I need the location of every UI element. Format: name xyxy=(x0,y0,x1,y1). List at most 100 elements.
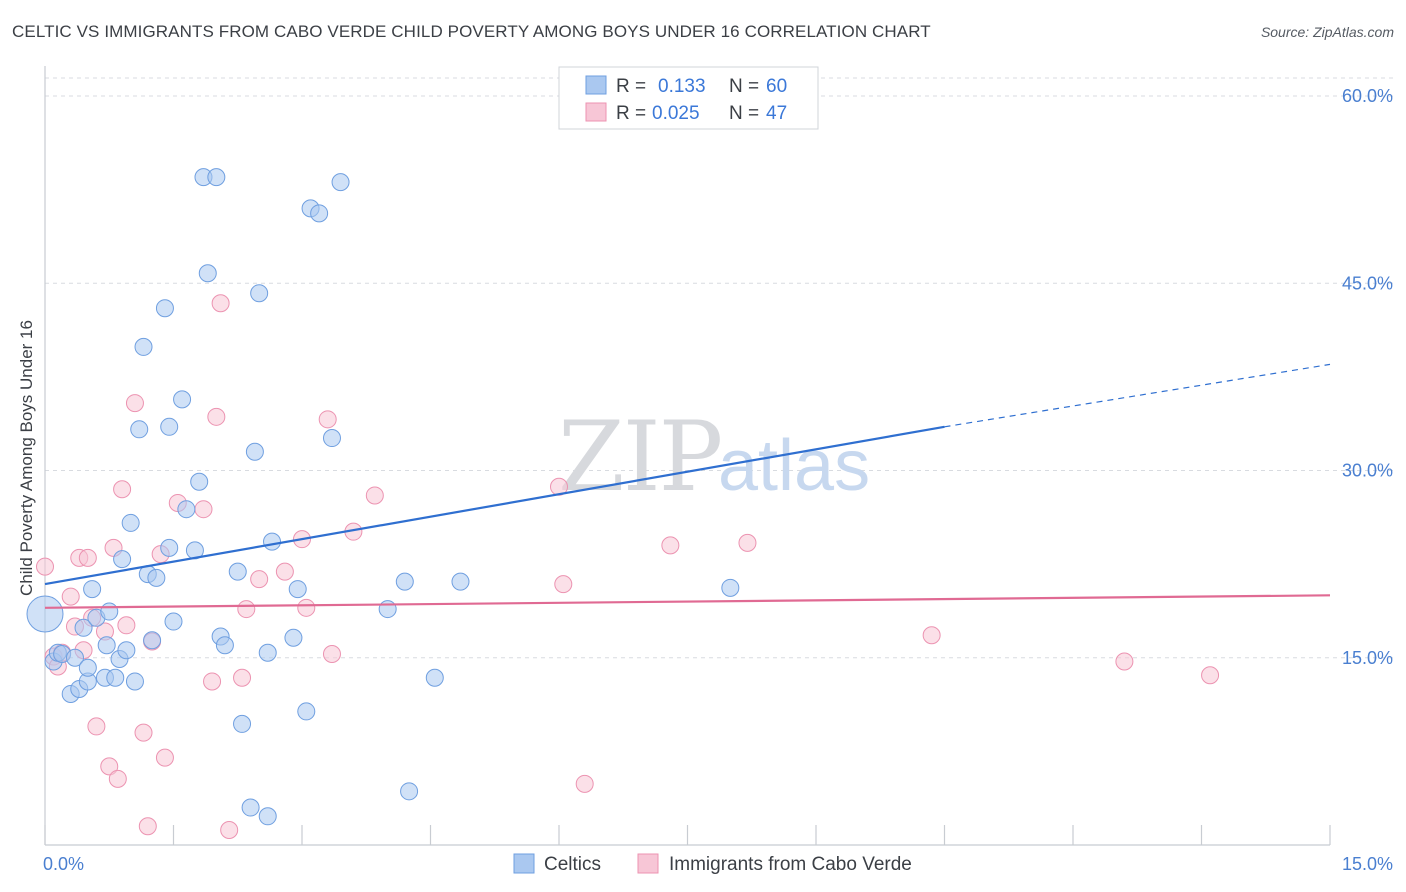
cabo-point xyxy=(275,562,294,581)
celtics-trendline-extension xyxy=(944,363,1331,428)
celtics-point xyxy=(26,595,64,633)
series-legend: Celtics Immigrants from Cabo Verde xyxy=(513,853,912,875)
cabo-point xyxy=(922,626,941,645)
celtics-point xyxy=(130,420,149,439)
celtics-point xyxy=(173,390,192,409)
celtics-point xyxy=(121,513,140,532)
celtics-point xyxy=(198,264,217,283)
cabo-point xyxy=(78,548,97,567)
cabo-point xyxy=(575,774,594,793)
cabo-point xyxy=(61,587,80,606)
celtics-point xyxy=(228,562,247,581)
cabo-point xyxy=(365,486,384,505)
cabo-point xyxy=(322,645,341,664)
y-tick-label: 45.0% xyxy=(1342,273,1393,293)
cabo-point xyxy=(108,769,127,788)
cabo-point xyxy=(211,294,230,313)
x-tick-label: 0.0% xyxy=(43,854,84,874)
celtics-point xyxy=(97,636,116,655)
celtics-point xyxy=(263,532,282,551)
cabo-point xyxy=(554,575,573,594)
celtics-point xyxy=(117,641,136,660)
celtics-point xyxy=(134,337,153,356)
trendlines xyxy=(44,363,1331,609)
cabo-point xyxy=(220,821,239,840)
cabo-point xyxy=(237,600,256,619)
celtics-point xyxy=(160,417,179,436)
y-tick-label: 15.0% xyxy=(1342,648,1393,668)
celtics-point xyxy=(100,602,119,621)
x-tick-label: 15.0% xyxy=(1342,854,1393,874)
y-tick-label: 60.0% xyxy=(1342,86,1393,106)
cabo-r-value: 0.025 xyxy=(652,103,700,124)
celtics-point xyxy=(297,702,316,721)
celtics-point xyxy=(451,572,470,591)
celtics-point xyxy=(258,643,277,662)
celtics-point xyxy=(143,631,162,650)
cabo-point xyxy=(203,672,222,691)
cabo-r-label: R = xyxy=(616,103,646,124)
cabo-point xyxy=(297,598,316,617)
celtics-point xyxy=(284,628,303,647)
cabo-point xyxy=(113,480,132,499)
cabo-point xyxy=(738,533,757,552)
celtics-point xyxy=(83,580,102,599)
celtics-point xyxy=(250,284,269,303)
celtics-point xyxy=(78,658,97,677)
celtics-point xyxy=(245,442,264,461)
cabo-legend-label: Immigrants from Cabo Verde xyxy=(669,854,912,875)
cabo-point xyxy=(125,394,144,413)
watermark: ZIP atlas xyxy=(558,401,870,513)
y-tick-label: 30.0% xyxy=(1342,461,1393,481)
celtics-trendline xyxy=(44,425,945,586)
celtics-point xyxy=(177,500,196,519)
celtics-point xyxy=(378,600,397,619)
celtics-point xyxy=(65,648,84,667)
celtics-point xyxy=(215,636,234,655)
celtics-point xyxy=(331,173,350,192)
watermark-zip: ZIP xyxy=(558,401,721,513)
celtics-point xyxy=(721,578,740,597)
celtics-n-label: N = xyxy=(729,76,759,97)
cabo-point xyxy=(1115,652,1134,671)
cabo-point xyxy=(155,748,174,767)
cabo-point xyxy=(207,407,226,426)
cabo-point xyxy=(233,668,252,687)
celtics-point xyxy=(106,668,125,687)
celtics-point xyxy=(74,618,93,637)
celtics-r-value: 0.133 xyxy=(658,76,706,97)
cabo-verde-series xyxy=(36,294,1220,840)
cabo-point xyxy=(250,570,269,589)
cabo-point xyxy=(318,410,337,429)
celtics-point xyxy=(164,612,183,631)
grid xyxy=(45,77,1395,659)
celtics-point xyxy=(113,550,132,569)
celtics-point xyxy=(207,168,226,187)
celtics-legend-swatch xyxy=(585,75,607,95)
celtics-point xyxy=(310,204,329,223)
cabo-n-label: N = xyxy=(729,103,759,124)
cabo-legend-swatch xyxy=(585,102,607,122)
celtics-point xyxy=(288,580,307,599)
celtics-point xyxy=(395,572,414,591)
y-axis-label: Child Poverty Among Boys Under 16 xyxy=(17,320,36,596)
celtics-n-value: 60 xyxy=(766,76,787,97)
cabo-bottom-swatch xyxy=(637,853,659,874)
cabo-point xyxy=(138,817,157,836)
cabo-point xyxy=(194,500,213,519)
celtics-series xyxy=(26,168,740,826)
celtics-point xyxy=(258,807,277,826)
cabo-point xyxy=(1201,666,1220,685)
celtics-point xyxy=(125,672,144,691)
source-credit: Source: ZipAtlas.com xyxy=(1260,24,1394,40)
cabo-point xyxy=(117,616,136,635)
celtics-point xyxy=(190,472,209,491)
celtics-legend-label: Celtics xyxy=(544,854,601,875)
celtics-point xyxy=(425,668,444,687)
watermark-atlas: atlas xyxy=(718,426,870,506)
tick-labels: 15.0% 30.0% 45.0% 60.0% 0.0% 15.0% xyxy=(43,86,1393,874)
celtics-point xyxy=(322,429,341,448)
cabo-point xyxy=(661,536,680,555)
cabo-point xyxy=(36,557,54,576)
